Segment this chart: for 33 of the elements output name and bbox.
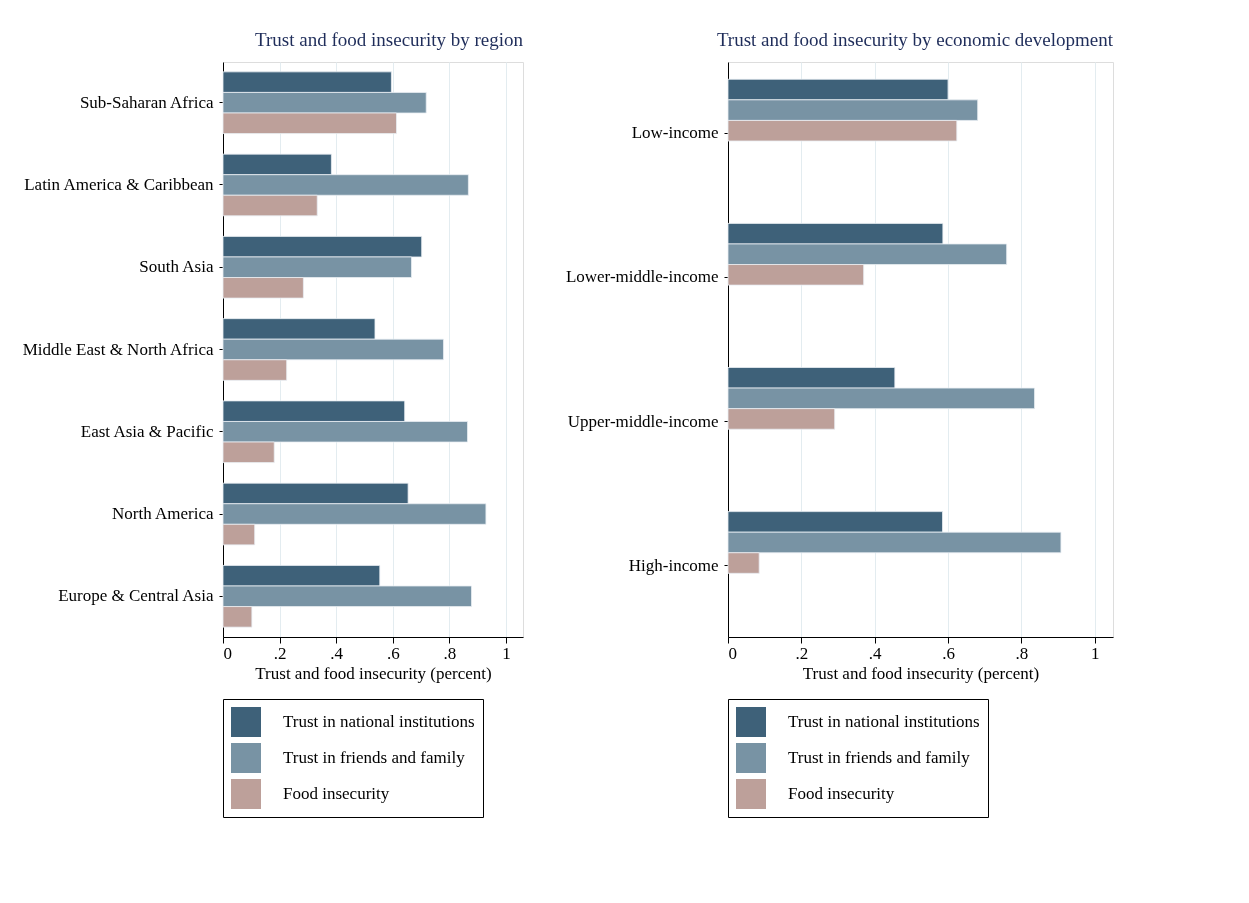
x-tick-label: .2 — [273, 643, 287, 663]
y-tick-label: Low-income — [631, 123, 719, 143]
x-tick-label: 0 — [223, 643, 232, 663]
x-tick-label: .4 — [868, 643, 883, 663]
x-tick-label: 0 — [728, 643, 737, 663]
legend-label: Trust in friends and family — [788, 748, 971, 767]
x-tick-label: 1 — [1090, 643, 1100, 663]
legend-label: Food insecurity — [283, 784, 390, 803]
x-tick-label: 1 — [502, 643, 511, 663]
y-tick-label: Upper-middle-income — [567, 411, 719, 431]
x-tick-label: .6 — [386, 643, 400, 663]
x-tick-label: .6 — [942, 643, 955, 663]
chart-title: Trust and food insecurity by economic development — [716, 29, 1114, 50]
y-tick-label: South Asia — [139, 257, 214, 277]
x-axis-title: Trust and food insecurity (percent) — [802, 663, 1040, 683]
y-tick-label: High-income — [628, 555, 719, 575]
x-axis-title: Trust and food insecurity (percent) — [255, 663, 492, 683]
x-tick-label: .8 — [1015, 643, 1029, 663]
x-tick-label: .8 — [443, 643, 457, 663]
x-tick-label: .2 — [795, 643, 809, 663]
y-tick-label: Latin America & Caribbean — [24, 174, 214, 194]
y-tick-label: Lower-middle-income — [565, 267, 719, 287]
legend-label: Food insecurity — [788, 784, 895, 803]
legend-label: Trust in national institutions — [788, 712, 980, 731]
y-tick-label: Europe & Central Asia — [58, 586, 214, 606]
legend-label: Trust in national institutions — [283, 712, 475, 731]
y-tick-label: Sub-Saharan Africa — [79, 92, 214, 112]
y-tick-label: East Asia & Pacific — [80, 421, 214, 441]
y-tick-label: North America — [112, 504, 214, 524]
x-tick-label: .4 — [330, 643, 344, 663]
chart-title: Trust and food insecurity by region — [255, 29, 524, 50]
y-tick-label: Middle East & North Africa — [22, 339, 214, 359]
legend-label: Trust in friends and family — [283, 748, 466, 767]
